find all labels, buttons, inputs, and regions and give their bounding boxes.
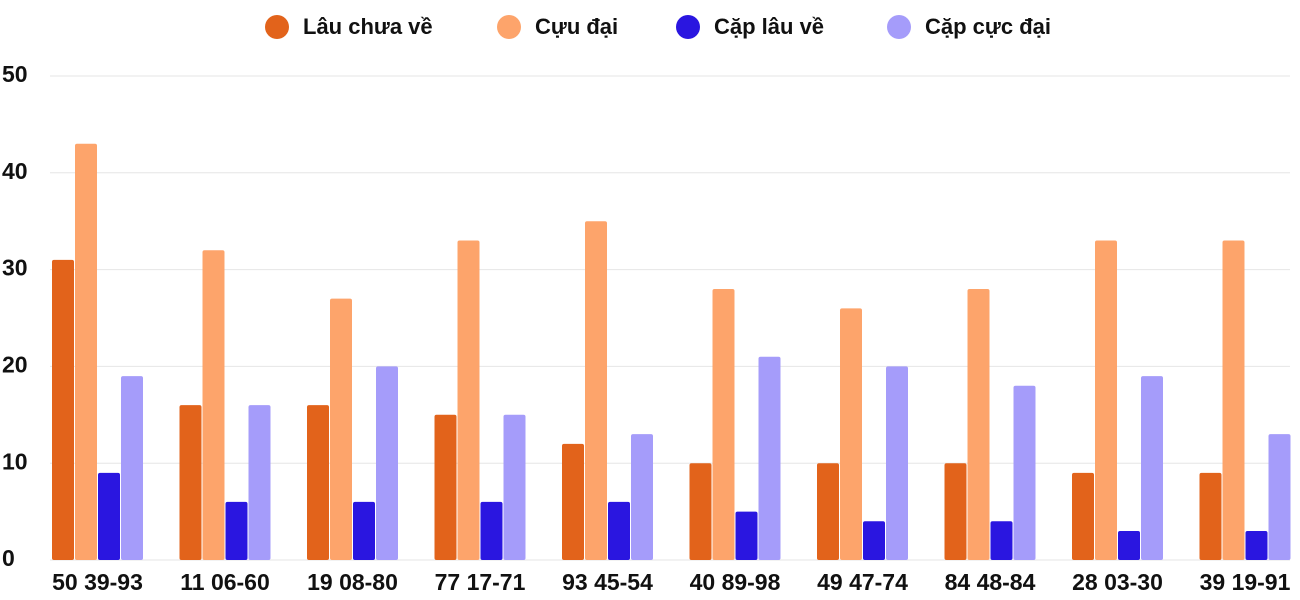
bar <box>1013 385 1036 560</box>
x-tick-label: 11 06-60 <box>180 569 270 595</box>
legend-label: Cựu đại <box>535 14 618 39</box>
bar <box>886 366 908 560</box>
bar <box>712 288 735 560</box>
bar <box>689 463 712 560</box>
bar <box>434 414 457 560</box>
x-tick-label: 28 03-30 <box>1072 569 1163 595</box>
legend-label: Cặp cực đại <box>925 14 1051 39</box>
legend-marker <box>887 15 911 39</box>
bar <box>944 463 967 560</box>
bar <box>248 405 271 560</box>
bar <box>503 414 526 560</box>
y-tick-label: 20 <box>2 351 28 377</box>
x-tick-label: 19 08-80 <box>307 569 398 595</box>
bar <box>179 405 202 560</box>
bar <box>1072 472 1094 560</box>
bar <box>585 221 607 560</box>
bar <box>480 501 503 560</box>
legend-marker <box>265 15 289 39</box>
bar <box>121 376 143 560</box>
x-tick-label: 49 47-74 <box>817 569 908 595</box>
bar <box>376 366 398 560</box>
legend-marker <box>497 15 521 39</box>
y-tick-label: 30 <box>2 255 28 281</box>
bar <box>98 472 120 560</box>
bar <box>1222 240 1245 560</box>
bar <box>631 434 653 560</box>
bar <box>202 250 225 561</box>
bar <box>353 501 375 560</box>
bar <box>562 443 584 560</box>
x-tick-label: 84 48-84 <box>945 569 1036 595</box>
bar <box>457 240 480 560</box>
bar <box>817 463 839 560</box>
bar <box>1118 530 1140 560</box>
legend-label: Cặp lâu về <box>714 14 824 39</box>
bar <box>225 501 248 560</box>
y-tick-label: 10 <box>2 448 28 474</box>
legend-marker <box>676 15 700 39</box>
bar <box>1245 530 1268 560</box>
bar <box>735 511 758 560</box>
x-tick-label: 40 89-98 <box>690 569 781 595</box>
y-tick-label: 0 <box>2 545 15 571</box>
bar <box>330 298 352 560</box>
y-tick-label: 50 <box>2 61 28 87</box>
x-tick-label: 93 45-54 <box>562 569 653 595</box>
x-tick-label: 50 39-93 <box>52 569 143 595</box>
bar <box>1141 376 1163 560</box>
bar <box>1095 240 1117 560</box>
bar <box>608 501 630 560</box>
bar <box>758 356 781 560</box>
bar <box>52 259 74 560</box>
bar <box>1199 472 1222 560</box>
bar <box>990 521 1013 560</box>
bar <box>967 288 990 560</box>
legend-label: Lâu chưa về <box>303 14 433 39</box>
y-tick-label: 40 <box>2 158 28 184</box>
x-tick-label: 77 17-71 <box>435 569 526 595</box>
bar <box>75 143 97 560</box>
bar <box>863 521 885 560</box>
bar <box>840 308 862 560</box>
bar <box>1268 434 1291 560</box>
x-tick-label: 39 19-91 <box>1200 569 1291 595</box>
bar <box>307 405 329 560</box>
